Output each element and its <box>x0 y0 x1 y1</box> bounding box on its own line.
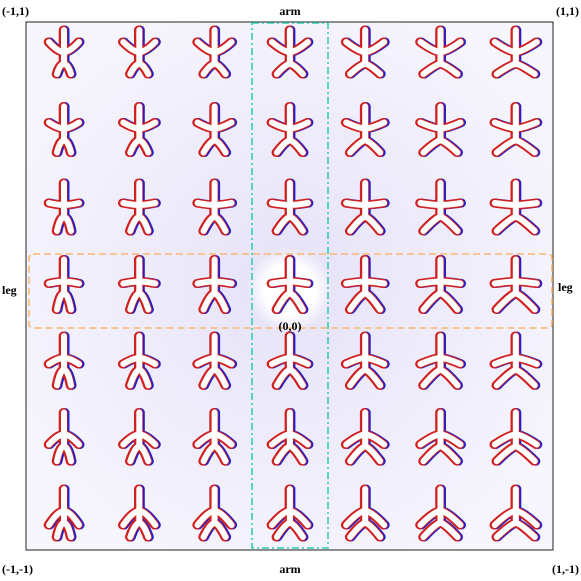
shape-outline <box>268 256 311 313</box>
shape-outline <box>417 333 464 389</box>
shape-outline <box>120 103 159 156</box>
shape-outline <box>417 486 464 540</box>
shape-outline <box>491 486 540 540</box>
axis-label: arm <box>279 4 300 18</box>
shape-outline <box>120 486 159 540</box>
shape-outline <box>194 180 235 234</box>
corner-label: (1,-1) <box>552 562 579 576</box>
shape-outline <box>46 103 82 156</box>
shape-outline <box>417 256 464 313</box>
shape-outline <box>417 409 464 465</box>
shape-outline <box>491 256 540 313</box>
shape-outline <box>46 256 82 313</box>
shape-outline <box>268 180 311 234</box>
corner-label: (1,1) <box>556 4 579 18</box>
shape-outline <box>46 180 82 234</box>
shape-outline <box>194 103 235 156</box>
shape-outline <box>194 27 235 77</box>
shape-outline <box>343 486 388 540</box>
shape-outline <box>343 180 388 234</box>
shape-grid <box>43 25 543 542</box>
shape-outline <box>343 256 388 313</box>
shape-outline <box>194 333 235 389</box>
shape-outline <box>417 103 464 156</box>
shape-outline <box>417 180 464 234</box>
shape-outline <box>343 409 388 465</box>
leg-row-box <box>28 253 553 329</box>
axis-label: leg <box>2 283 17 297</box>
shape-outline <box>120 180 159 234</box>
shape-outline <box>120 333 159 389</box>
shape-outline <box>343 27 388 77</box>
shape-outline <box>491 27 540 77</box>
shape-outline <box>120 409 159 465</box>
shape-outline <box>268 27 311 77</box>
corner-label: (-1,-1) <box>2 562 33 576</box>
shape-outline <box>46 486 82 540</box>
shape-outline <box>194 409 235 465</box>
shape-outline <box>46 27 82 77</box>
shape-outline <box>343 103 388 156</box>
shape-outline <box>491 333 540 389</box>
shape-outline <box>120 27 159 77</box>
shape-outline <box>268 409 311 465</box>
shape-outline <box>491 180 540 234</box>
shape-outline <box>46 409 82 465</box>
shape-outline <box>417 27 464 77</box>
shape-outline <box>120 256 159 313</box>
center-label: (0,0) <box>279 319 302 333</box>
shape-outline <box>491 409 540 465</box>
shape-outline <box>343 333 388 389</box>
axis-label: arm <box>279 562 300 576</box>
shape-outline <box>46 333 82 389</box>
shape-outline <box>268 103 311 156</box>
shape-outline <box>268 486 311 540</box>
shape-outline <box>194 486 235 540</box>
shape-outline <box>268 333 311 389</box>
corner-label: (-1,1) <box>2 4 29 18</box>
shape-outline <box>491 103 540 156</box>
shape-outline <box>194 256 235 313</box>
axis-label: leg <box>558 280 573 294</box>
